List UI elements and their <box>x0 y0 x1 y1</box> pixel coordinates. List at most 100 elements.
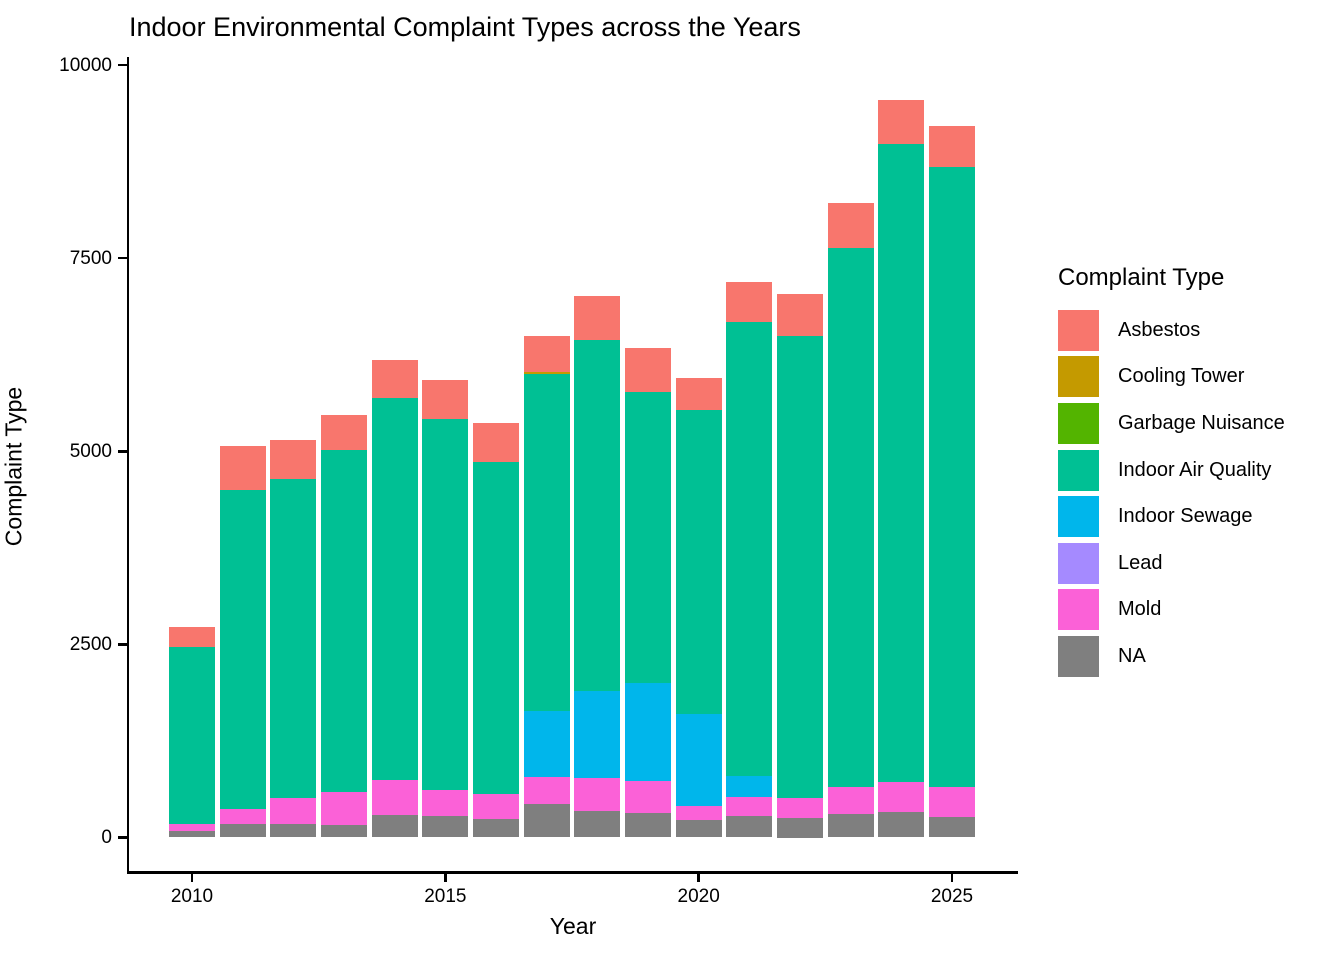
bar-segment-2019-indoor-air-quality <box>625 392 671 683</box>
x-tick-label: 2015 <box>424 886 467 907</box>
y-tick-mark <box>118 450 127 453</box>
bar-segment-2022-indoor-air-quality <box>777 335 823 799</box>
x-tick-mark <box>950 873 954 882</box>
y-tick-label: 2500 <box>69 633 112 655</box>
bar-segment-2010-asbestos <box>169 627 215 648</box>
legend-label: Asbestos <box>1118 318 1201 341</box>
legend: Complaint Type Asbestos Cooling Tower Garb… <box>1058 264 1285 680</box>
bar-segment-2021-asbestos <box>726 281 773 322</box>
bar-segment-2010-mold <box>169 823 215 831</box>
y-tick-mark <box>118 643 127 646</box>
legend-swatch-garbage-nuisance <box>1058 402 1099 444</box>
bar-segment-2014-indoor-air-quality <box>371 397 418 780</box>
bar-segment-2014-na <box>371 815 418 838</box>
legend-swatch-na <box>1058 635 1099 677</box>
bar-segment-2018-indoor-sewage <box>574 691 621 779</box>
chart-title: Indoor Environmental Complaint Types acr… <box>129 12 801 42</box>
bar-segment-2017-asbestos <box>523 336 570 372</box>
bar-segment-2020-mold <box>675 806 722 821</box>
bar-segment-2015-indoor-air-quality <box>422 419 469 790</box>
legend-item-indoor-sewage: Indoor Sewage <box>1058 493 1285 540</box>
bar-segment-2022-asbestos <box>777 293 823 336</box>
bar-segment-2021-mold <box>726 796 773 816</box>
x-axis-line <box>126 871 1018 874</box>
legend-title: Complaint Type <box>1058 264 1225 291</box>
bar-segment-2025-asbestos <box>929 126 975 167</box>
legend-item-cooling-tower: Cooling Tower <box>1058 354 1285 401</box>
bar-segment-2018-indoor-air-quality <box>574 340 621 692</box>
legend-swatch-indoor-sewage <box>1058 496 1099 538</box>
bar-segment-2018-na <box>574 810 621 838</box>
bar-segment-2024-mold <box>878 782 925 812</box>
bar-segment-2025-na <box>929 817 975 838</box>
bar-segment-2015-mold <box>422 789 469 816</box>
bar-segment-2023-indoor-air-quality <box>827 247 874 788</box>
legend-swatch-indoor-air-quality <box>1058 449 1099 491</box>
bar-segment-2022-mold <box>777 798 823 819</box>
bar-segment-2017-na <box>523 804 570 838</box>
legend-item-garbage-nuisance: Garbage Nuisance <box>1058 400 1285 447</box>
bar-segment-2016-mold <box>473 794 519 820</box>
x-tick-mark <box>444 873 447 882</box>
bar-segment-2017-mold <box>523 777 570 805</box>
bar-segment-2023-na <box>827 814 874 838</box>
bar-segment-2022-na <box>777 818 823 838</box>
bar-segment-2012-mold <box>270 797 317 824</box>
x-axis-title: Year <box>549 913 597 939</box>
bar-segment-2023-mold <box>827 787 874 815</box>
bar-segment-2013-mold <box>321 791 367 826</box>
bar-segment-2011-mold <box>219 809 266 824</box>
bar-segment-2021-indoor-sewage <box>726 776 773 797</box>
legend-item-na: NA <box>1058 633 1285 680</box>
legend-swatch-mold <box>1058 589 1099 631</box>
bar-segment-2011-na <box>219 823 266 838</box>
y-tick-label: 0 <box>101 827 112 848</box>
legend-label: Indoor Air Quality <box>1118 458 1272 481</box>
bar-segment-2016-na <box>473 819 519 838</box>
y-tick-label: 10000 <box>59 54 112 76</box>
bar-segment-2025-mold <box>929 787 975 818</box>
y-tick-mark <box>118 63 127 67</box>
legend-item-mold: Mold <box>1058 587 1285 634</box>
bar-segment-2019-asbestos <box>625 347 671 393</box>
bar-segment-2016-indoor-air-quality <box>473 461 519 795</box>
legend-item-lead: Lead <box>1058 540 1285 587</box>
legend-label: Cooling Tower <box>1118 365 1245 388</box>
bar-segment-2024-na <box>878 811 925 838</box>
y-axis-title: Complaint Type <box>0 386 27 547</box>
bar-segment-2020-indoor-sewage <box>675 713 722 807</box>
y-tick-mark <box>118 256 127 260</box>
x-tick-mark <box>190 873 194 882</box>
bar-segment-2017-indoor-sewage <box>523 710 570 778</box>
bar-segment-2018-asbestos <box>574 295 621 340</box>
bar-segment-2012-indoor-air-quality <box>270 479 317 798</box>
bar-segment-2011-asbestos <box>219 445 266 491</box>
legend-swatch-cooling-tower <box>1058 356 1099 398</box>
bar-segment-2020-asbestos <box>675 378 722 410</box>
legend-swatch-lead <box>1058 542 1099 584</box>
bar-segment-2015-na <box>422 815 469 838</box>
bar-segment-2016-asbestos <box>473 423 519 462</box>
y-axis-line <box>126 57 129 874</box>
y-tick-label: 5000 <box>69 440 112 462</box>
bar-segment-2017-cooling-tower <box>523 371 570 374</box>
bar-segment-2025-indoor-air-quality <box>929 166 975 788</box>
x-tick-label: 2010 <box>170 886 214 907</box>
bar-segment-2014-asbestos <box>371 360 418 398</box>
bar-segment-2020-na <box>675 820 722 838</box>
bar-segment-2023-asbestos <box>827 202 874 248</box>
bar-segment-2021-indoor-air-quality <box>726 321 773 777</box>
bar-segment-2019-na <box>625 812 671 838</box>
bar-segment-2010-na <box>169 830 215 838</box>
bar-segment-2015-asbestos <box>422 379 469 420</box>
legend-item-indoor-air-quality: Indoor Air Quality <box>1058 447 1285 494</box>
bar-segment-2012-asbestos <box>270 440 317 480</box>
bar-segment-2014-mold <box>371 779 418 816</box>
legend-label: Indoor Sewage <box>1118 505 1253 528</box>
bar-segment-2024-indoor-air-quality <box>878 144 925 783</box>
legend-items: Asbestos Cooling Tower Garbage Nuisance Ind… <box>1058 307 1285 680</box>
bar-segment-2012-na <box>270 823 317 838</box>
legend-label: Garbage Nuisance <box>1118 411 1285 434</box>
bar-segment-2018-mold <box>574 778 621 811</box>
bar-segment-2013-indoor-air-quality <box>321 449 367 792</box>
